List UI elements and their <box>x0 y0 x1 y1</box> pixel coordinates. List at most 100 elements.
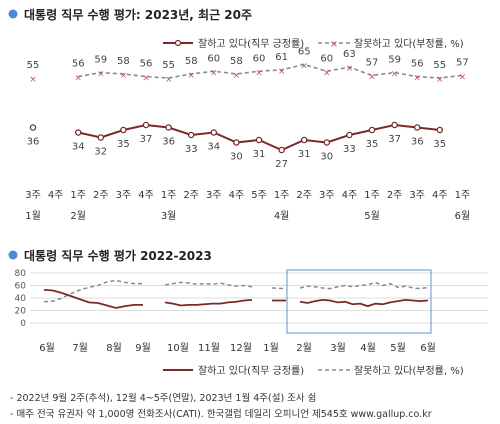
approve-point <box>233 139 240 146</box>
top-legend-disapprove-label: 잘못하고 있다(부정률, %) <box>354 37 464 50</box>
disapprove-data-label: 60 <box>320 53 333 64</box>
approve-point <box>278 146 285 154</box>
approve-point <box>97 134 105 141</box>
approve-point <box>323 139 331 146</box>
approve-data-label: 36 <box>27 137 40 148</box>
x-month-tick-label: 3월 <box>330 342 346 354</box>
approve-point <box>300 136 308 144</box>
x-week-tick-label: 4주 <box>342 190 358 201</box>
approve-data-label: 30 <box>320 152 333 163</box>
disapprove-data-label: 56 <box>72 59 85 70</box>
approve-data-label: 34 <box>207 142 220 153</box>
approve-data-label: 27 <box>275 159 288 170</box>
recent-20-weeks-highlight-box <box>286 269 432 334</box>
approve-point <box>346 131 353 139</box>
disapprove-point: × <box>346 64 354 74</box>
x-month-tick-label: 6월 <box>39 342 55 354</box>
approve-data-label: 36 <box>411 137 424 148</box>
disapprove-data-label: 55 <box>162 60 175 71</box>
approve-data-label: 33 <box>185 144 198 155</box>
approve-point <box>142 121 150 129</box>
disapprove-point: × <box>391 70 399 80</box>
disapprove-point: × <box>29 75 37 85</box>
x-month-tick-label: 5월 <box>390 342 406 354</box>
approve-point <box>391 121 398 129</box>
disapprove-data-label: 56 <box>411 59 424 70</box>
approve-point <box>436 126 444 134</box>
x-week-tick-label: 1주 <box>274 190 290 201</box>
disapprove-series-line <box>299 281 429 290</box>
disapprove-point: × <box>233 71 241 81</box>
x-month-tick-label: 10월 <box>167 342 189 354</box>
disapprove-series-line <box>78 63 463 79</box>
disapprove-data-label: 60 <box>207 53 220 64</box>
top-chart: 대통령 직무 수행 평가: 2023년, 최근 20주 잘하고 있다(직무 긍정… <box>8 7 471 222</box>
x-week-tick-label: 2주 <box>296 190 312 201</box>
bottom-chart-title: 대통령 직무 수행 평가 2022-2023 <box>24 248 212 263</box>
disapprove-series-line <box>164 281 253 288</box>
x-month-tick-label: 11월 <box>198 342 220 354</box>
x-week-tick-label: 1주 <box>161 190 177 201</box>
disapprove-point: × <box>255 68 263 78</box>
approve-data-label: 34 <box>72 142 85 153</box>
disapprove-data-label: 65 <box>298 47 311 58</box>
top-legend-disapprove-marker: × <box>330 39 338 50</box>
disapprove-data-label: 61 <box>275 52 288 63</box>
x-week-tick-label: 3주 <box>25 190 41 201</box>
x-week-tick-label: 3주 <box>116 190 132 201</box>
x-month-tick-label: 2월 <box>296 342 312 354</box>
x-month-tick-label: 6월 <box>420 342 436 354</box>
y-tick-label: 80 <box>15 269 27 279</box>
disapprove-point: × <box>210 68 218 78</box>
x-week-tick-label: 4주 <box>138 190 154 201</box>
x-week-tick-label: 1주 <box>70 190 86 201</box>
approve-data-label: 35 <box>117 139 130 150</box>
disapprove-data-label: 58 <box>117 56 130 67</box>
disapprove-data-label: 57 <box>456 57 469 68</box>
x-month-tick-label: 1월 <box>25 210 41 222</box>
disapprove-point: × <box>323 68 331 78</box>
bottom-legend-disapprove-label: 잘못하고 있다(부정률, %) <box>354 364 464 377</box>
disapprove-data-label: 58 <box>185 56 198 67</box>
disapprove-point: × <box>459 72 467 82</box>
approve-series-line <box>164 298 253 307</box>
disapprove-series-line <box>271 287 287 290</box>
disapprove-data-label: 55 <box>27 60 40 71</box>
x-week-tick-label: 3주 <box>206 190 222 201</box>
disapprove-series-line <box>43 279 143 303</box>
approve-data-label: 36 <box>162 137 175 148</box>
top-title-bullet-icon <box>8 9 18 19</box>
x-month-tick-label: 7월 <box>72 342 88 354</box>
y-tick-label: 60 <box>15 282 27 292</box>
disapprove-point: × <box>187 71 195 81</box>
bottom-legend-approve-label: 잘하고 있다(직무 긍정률) <box>198 364 304 377</box>
disapprove-data-label: 60 <box>253 53 266 64</box>
x-week-tick-label: 1주 <box>364 190 380 201</box>
approve-point <box>29 124 37 131</box>
x-month-tick-label: 5월 <box>364 210 380 222</box>
approve-data-label: 37 <box>140 134 153 145</box>
disapprove-point: × <box>97 70 105 80</box>
disapprove-point: × <box>436 75 444 85</box>
x-week-tick-label: 3주 <box>319 190 335 201</box>
disapprove-point: × <box>165 75 173 85</box>
x-week-tick-label: 2주 <box>387 190 403 201</box>
x-month-tick-label: 12월 <box>230 342 252 354</box>
approve-point <box>368 126 376 134</box>
x-month-tick-label: 3월 <box>161 210 177 222</box>
disapprove-point: × <box>300 62 308 72</box>
x-month-tick-label: 4월 <box>360 342 376 354</box>
approve-point <box>120 126 127 134</box>
x-month-tick-label: 6월 <box>455 210 471 222</box>
approve-data-label: 35 <box>433 139 446 150</box>
disapprove-point: × <box>142 74 150 84</box>
top-legend-approve-label: 잘하고 있다(직무 긍정률) <box>198 37 304 50</box>
approve-data-label: 30 <box>230 152 243 163</box>
disapprove-data-label: 55 <box>433 60 446 71</box>
y-tick-label: 0 <box>20 319 26 329</box>
footnote-1: - 2022년 9월 2주(추석), 12월 4~5주(연말), 2023년 1… <box>10 393 317 404</box>
disapprove-data-label: 56 <box>140 59 153 70</box>
bottom-chart: 대통령 직무 수행 평가 2022-2023 0 20 40 60 80 6월 7월 8월 9월… <box>8 248 488 377</box>
disapprove-data-label: 59 <box>388 55 401 66</box>
approve-point <box>413 124 421 131</box>
